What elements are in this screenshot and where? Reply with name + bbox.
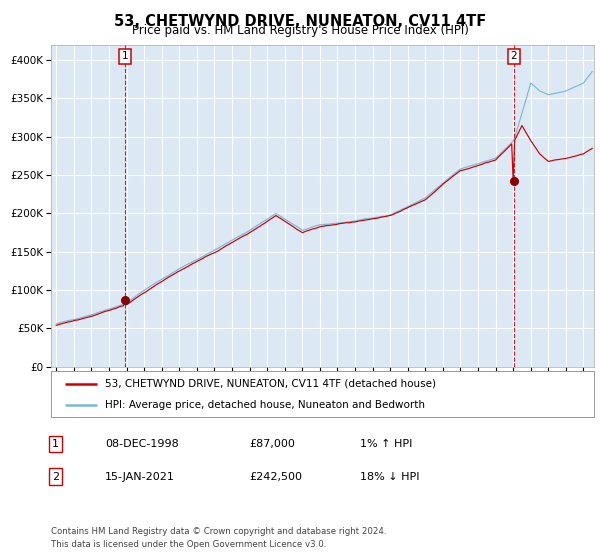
Text: 08-DEC-1998: 08-DEC-1998 (105, 439, 179, 449)
Text: HPI: Average price, detached house, Nuneaton and Bedworth: HPI: Average price, detached house, Nune… (106, 400, 425, 410)
Text: This data is licensed under the Open Government Licence v3.0.: This data is licensed under the Open Gov… (51, 540, 326, 549)
Text: Price paid vs. HM Land Registry's House Price Index (HPI): Price paid vs. HM Land Registry's House … (131, 24, 469, 37)
Text: Contains HM Land Registry data © Crown copyright and database right 2024.: Contains HM Land Registry data © Crown c… (51, 528, 386, 536)
Text: 1% ↑ HPI: 1% ↑ HPI (360, 439, 412, 449)
Text: 2: 2 (52, 472, 59, 482)
Text: 2: 2 (511, 52, 517, 61)
Text: 15-JAN-2021: 15-JAN-2021 (105, 472, 175, 482)
Text: £242,500: £242,500 (249, 472, 302, 482)
Text: 18% ↓ HPI: 18% ↓ HPI (360, 472, 419, 482)
Text: 1: 1 (122, 52, 128, 61)
Text: 1: 1 (52, 439, 59, 449)
Text: £87,000: £87,000 (249, 439, 295, 449)
Text: 53, CHETWYND DRIVE, NUNEATON, CV11 4TF: 53, CHETWYND DRIVE, NUNEATON, CV11 4TF (114, 14, 486, 29)
Text: 53, CHETWYND DRIVE, NUNEATON, CV11 4TF (detached house): 53, CHETWYND DRIVE, NUNEATON, CV11 4TF (… (106, 379, 436, 389)
